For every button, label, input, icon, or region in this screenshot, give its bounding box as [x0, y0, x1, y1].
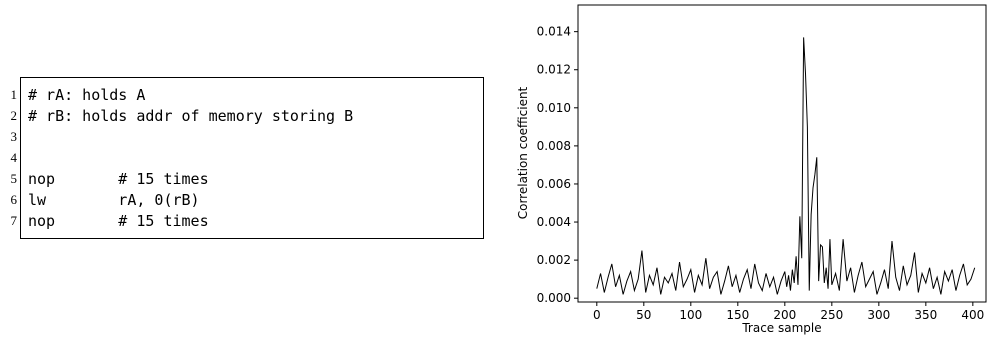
y-tick-label: 0.012 [537, 63, 571, 77]
x-tick-label: 50 [636, 308, 651, 322]
line-number: 1 [10, 87, 18, 102]
line-number: 6 [10, 192, 18, 207]
x-axis-label: Trace sample [741, 321, 821, 335]
code-line: # rB: holds addr of memory storing B [28, 107, 354, 125]
axes-frame [577, 4, 987, 303]
line-number: 5 [10, 171, 18, 186]
x-tick-label: 300 [867, 308, 890, 322]
y-tick-label: 0.000 [537, 291, 571, 305]
code-line: nop # 15 times [28, 212, 209, 230]
y-tick-label: 0.014 [537, 25, 571, 39]
y-tick-label: 0.010 [537, 101, 571, 115]
y-axis-label: Correlation coefficient [516, 86, 530, 219]
code-line: nop # 15 times [28, 170, 209, 188]
line-number: 4 [10, 150, 18, 165]
line-number: 3 [10, 129, 18, 144]
y-tick-label: 0.002 [537, 253, 571, 267]
line-number: 7 [10, 213, 18, 228]
code-listing: 1 # rA: holds A 2 # rB: holds addr of memor… [11, 77, 484, 239]
code-line: lw rA, 0(rB) [28, 191, 200, 209]
y-tick-label: 0.004 [537, 215, 571, 229]
y-tick-label: 0.006 [537, 177, 571, 191]
x-tick-label: 400 [961, 308, 984, 322]
x-tick-label: 150 [726, 308, 749, 322]
line-number: 2 [10, 108, 18, 123]
code-line: # rA: holds A [28, 86, 146, 104]
x-tick-label: 100 [679, 308, 702, 322]
x-tick-label: 200 [773, 308, 796, 322]
y-tick-label: 0.008 [537, 139, 571, 153]
data-line [596, 37, 976, 295]
x-tick-label: 350 [914, 308, 937, 322]
x-tick-label: 0 [593, 308, 601, 322]
x-tick-label: 250 [820, 308, 843, 322]
